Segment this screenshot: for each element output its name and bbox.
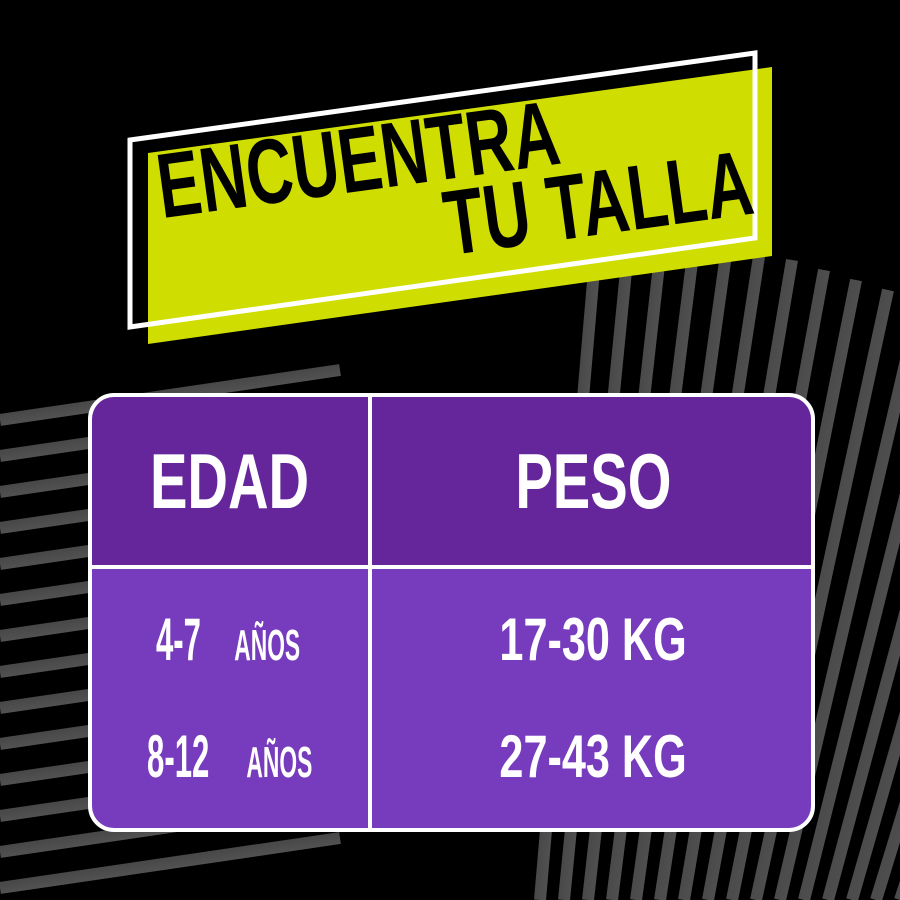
background-stripe	[0, 832, 341, 894]
banner-fill	[148, 67, 772, 344]
header-edad: EDAD	[92, 397, 368, 565]
weight-row-2: 27-43 KG	[499, 723, 688, 790]
background-stripe	[846, 711, 900, 900]
age-row-1: 4-7 AÑOS	[155, 606, 301, 673]
column-peso	[372, 569, 811, 828]
background-stripe	[822, 609, 900, 900]
header-peso: PESO	[372, 397, 811, 565]
background-stripe	[798, 492, 900, 900]
column-edad	[92, 569, 368, 828]
weight-row-1: 17-30 KG	[499, 606, 688, 673]
banner-frame	[127, 50, 758, 330]
age-row-2: 8-12 AÑOS	[147, 723, 313, 790]
size-table: EDAD PESO 4-7 AÑOS 8-12 AÑOS 17-30 KG 27…	[88, 393, 815, 832]
